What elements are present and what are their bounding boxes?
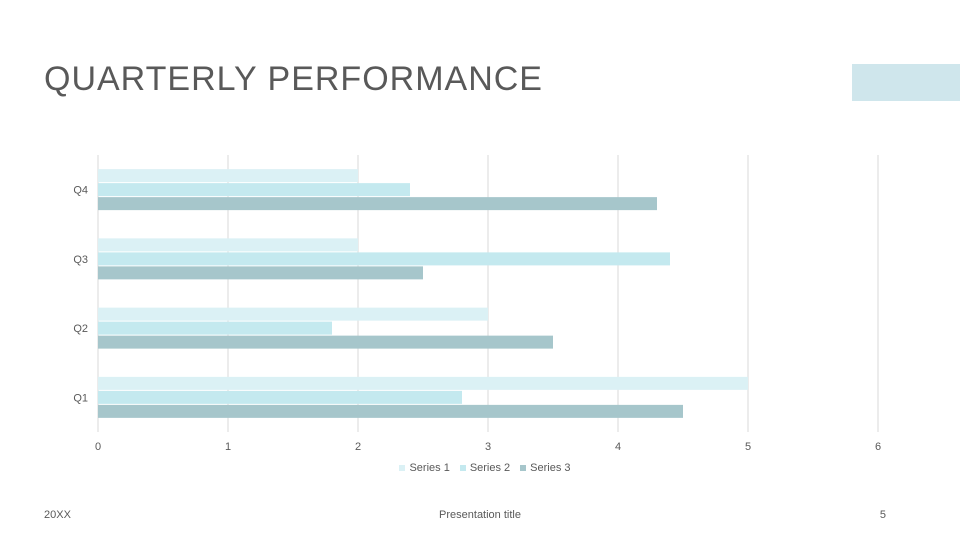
y-category-label: Q4 [73, 185, 88, 197]
x-tick-label: 2 [355, 441, 361, 453]
y-category-label: Q2 [73, 323, 88, 335]
bar [98, 197, 657, 211]
bar [98, 183, 410, 197]
footer-date: 20XX [44, 509, 71, 521]
bar [98, 390, 462, 404]
legend-item: Series 1 [399, 462, 450, 474]
y-category-label: Q3 [73, 254, 88, 266]
x-tick-label: 6 [875, 441, 881, 453]
footer-page-number: 5 [879, 509, 886, 521]
accent-box [852, 64, 960, 101]
bar [98, 376, 748, 390]
bar [98, 307, 488, 321]
legend-item: Series 2 [459, 462, 511, 474]
legend-item: Series 3 [520, 462, 571, 474]
bar [98, 335, 553, 349]
legend-label: Series 3 [530, 462, 571, 474]
legend-swatch [459, 465, 466, 471]
legend-label: Series 1 [409, 462, 450, 474]
y-category-label: Q1 [73, 392, 88, 404]
legend-label: Series 2 [469, 462, 511, 474]
chart-legend: Series 1 Series 2 Series 3 [0, 462, 960, 474]
bar [98, 169, 358, 183]
bar [98, 321, 332, 335]
footer-presentation-title: Presentation title [439, 509, 521, 521]
x-tick-label: 1 [225, 441, 231, 453]
legend-swatch [520, 465, 527, 471]
bar [98, 238, 358, 252]
x-tick-label: 3 [485, 441, 491, 453]
bar [98, 252, 670, 266]
x-tick-label: 4 [615, 441, 621, 453]
bar [98, 404, 683, 418]
x-tick-label: 5 [745, 441, 751, 453]
slide-title: QUARTERLY PERFORMANCE [44, 60, 543, 98]
bar [98, 266, 423, 280]
legend-swatch [399, 465, 406, 471]
x-tick-label: 0 [95, 441, 101, 453]
